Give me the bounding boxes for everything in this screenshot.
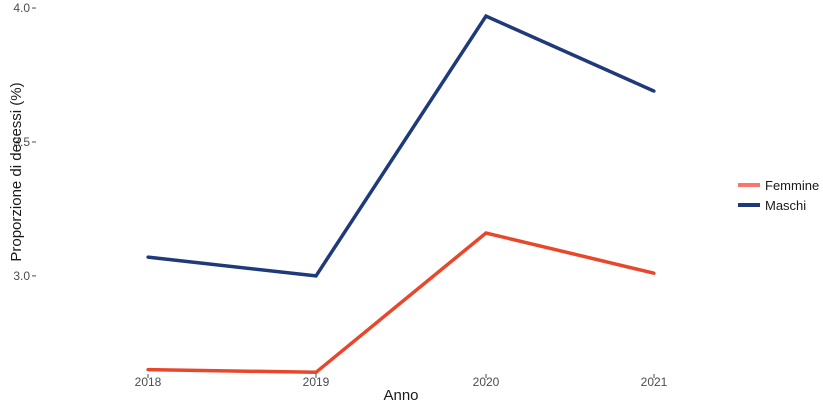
series-line-maschi bbox=[147, 13, 655, 278]
data-point-femmine bbox=[652, 271, 656, 275]
data-point-maschi bbox=[484, 14, 488, 18]
x-tick-label: 2021 bbox=[641, 375, 668, 389]
legend-label-maschi: Maschi bbox=[765, 198, 806, 213]
legend: Femmine Maschi bbox=[738, 178, 819, 213]
data-point-maschi bbox=[652, 89, 656, 93]
data-point-femmine bbox=[484, 231, 488, 235]
y-tick-label: 3.5 bbox=[13, 135, 30, 149]
x-axis-title: Anno bbox=[383, 387, 418, 404]
data-point-femmine bbox=[146, 368, 150, 372]
legend-label-femmine: Femmine bbox=[765, 178, 819, 193]
x-tick-label: 2018 bbox=[135, 375, 162, 389]
y-axis-title: Proporzione di decessi (%) bbox=[8, 82, 25, 261]
x-tick-label: 2019 bbox=[303, 375, 330, 389]
y-tick-label: 4.0 bbox=[13, 1, 30, 15]
axis-layer: 3.0 3.5 4.0 2018 2019 2020 2021 bbox=[13, 1, 667, 389]
x-tick-label: 2020 bbox=[473, 375, 500, 389]
series-line-femmine bbox=[147, 231, 655, 375]
data-point-maschi bbox=[314, 274, 318, 278]
series-layer bbox=[146, 13, 656, 375]
y-tick-label: 3.0 bbox=[13, 269, 30, 283]
data-point-femmine bbox=[314, 370, 318, 374]
data-point-maschi bbox=[146, 255, 150, 259]
